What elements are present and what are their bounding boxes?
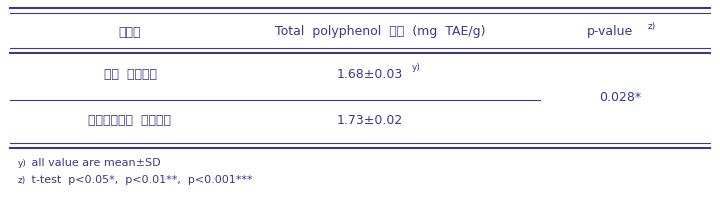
Text: p-value: p-value (587, 25, 633, 39)
Text: all value are mean±SD: all value are mean±SD (28, 158, 161, 168)
Text: 일반  파스타면: 일반 파스타면 (104, 68, 156, 81)
Text: 0.028*: 0.028* (599, 91, 641, 104)
Text: z): z) (648, 21, 656, 31)
Text: 실험군: 실험군 (119, 25, 141, 39)
Text: 인디언시금치  파스타면: 인디언시금치 파스타면 (89, 114, 171, 126)
Text: z): z) (18, 176, 26, 184)
Text: y): y) (18, 159, 27, 167)
Text: y): y) (412, 63, 421, 73)
Text: 1.68±0.03: 1.68±0.03 (337, 68, 403, 81)
Text: t-test  p<0.05*,  p<0.01**,  p<0.001***: t-test p<0.05*, p<0.01**, p<0.001*** (28, 175, 253, 185)
Text: 1.73±0.02: 1.73±0.02 (337, 114, 403, 126)
Text: Total  polyphenol  함량  (mg  TAE/g): Total polyphenol 함량 (mg TAE/g) (275, 25, 485, 39)
